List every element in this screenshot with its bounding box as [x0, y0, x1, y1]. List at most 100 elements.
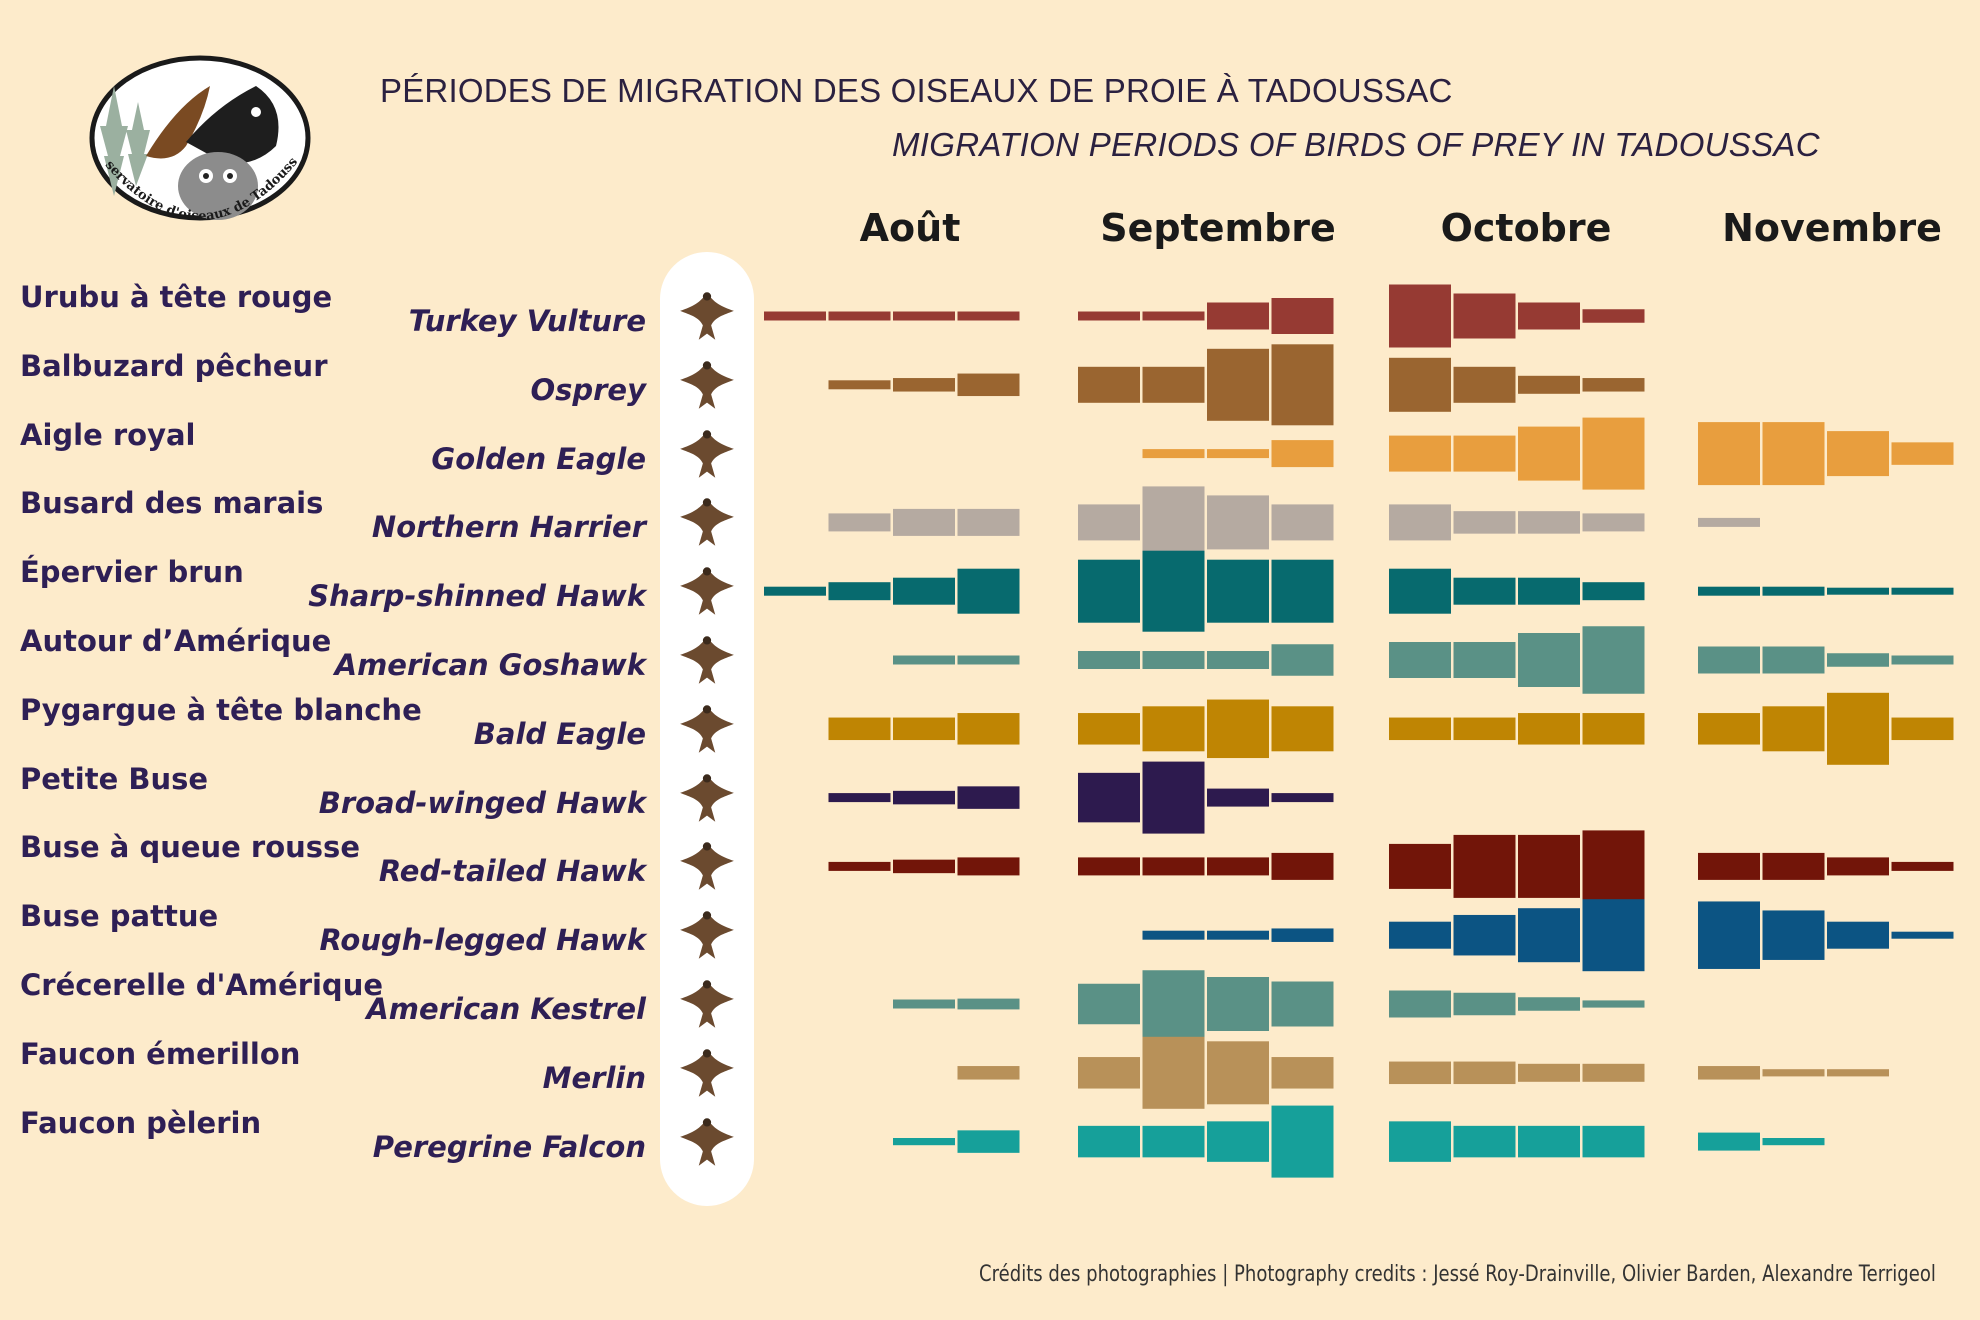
- bar-rough-legged-hawk-septembre-week-4: [1271, 928, 1334, 942]
- bar-bald-eagle-octobre-week-4: [1582, 713, 1645, 745]
- species-name-en-broad-winged-hawk: Broad-winged Hawk: [318, 785, 646, 820]
- bar-peregrine-falcon-septembre-week-2: [1142, 1125, 1205, 1158]
- bar-golden-eagle-novembre-week-4: [1891, 442, 1954, 465]
- bar-northern-harrier-août-week-2: [828, 513, 891, 532]
- bar-red-tailed-hawk-septembre-week-4: [1271, 852, 1334, 880]
- bar-sharp-shinned-hawk-octobre-week-3: [1518, 577, 1580, 605]
- bar-red-tailed-hawk-août-week-3: [893, 859, 955, 874]
- bar-turkey-vulture-août-week-3: [893, 311, 955, 321]
- bar-bald-eagle-septembre-week-3: [1207, 699, 1269, 759]
- species-name-fr-red-tailed-hawk: Buse à queue rousse: [20, 830, 360, 865]
- bar-northern-harrier-septembre-week-1: [1078, 504, 1140, 541]
- bar-bald-eagle-octobre-week-1: [1389, 717, 1451, 741]
- species-name-fr-merlin: Faucon émerillon: [20, 1036, 301, 1071]
- bar-broad-winged-hawk-septembre-week-2: [1142, 761, 1205, 834]
- bar-peregrine-falcon-août-week-3: [893, 1138, 955, 1146]
- bar-american-kestrel-août-week-4: [957, 998, 1020, 1010]
- bar-american-kestrel-septembre-week-1: [1078, 983, 1140, 1025]
- bar-red-tailed-hawk-octobre-week-4: [1582, 830, 1645, 903]
- bar-golden-eagle-octobre-week-4: [1582, 417, 1645, 490]
- bar-red-tailed-hawk-novembre-week-3: [1827, 857, 1889, 876]
- bar-northern-harrier-septembre-week-3: [1207, 495, 1269, 550]
- bar-turkey-vulture-octobre-week-3: [1518, 302, 1580, 330]
- bar-golden-eagle-novembre-week-1: [1698, 422, 1760, 486]
- species-name-fr-turkey-vulture: Urubu à tête rouge: [20, 280, 333, 314]
- bar-bald-eagle-novembre-week-1: [1698, 713, 1760, 745]
- bar-sharp-shinned-hawk-novembre-week-1: [1698, 586, 1760, 596]
- bar-red-tailed-hawk-octobre-week-3: [1518, 834, 1580, 898]
- bar-osprey-août-week-4: [957, 373, 1020, 397]
- species-name-en-merlin: Merlin: [542, 1060, 646, 1095]
- bar-bald-eagle-août-week-2: [828, 717, 891, 741]
- bar-american-goshawk-octobre-week-1: [1389, 642, 1451, 678]
- merlin-icon: [680, 1049, 734, 1097]
- bar-turkey-vulture-août-week-4: [957, 311, 1020, 321]
- species-name-en-american-goshawk: American Goshawk: [334, 648, 646, 682]
- bar-rough-legged-hawk-novembre-week-3: [1827, 921, 1889, 949]
- bar-broad-winged-hawk-septembre-week-4: [1271, 793, 1334, 803]
- bar-northern-harrier-novembre-week-1: [1698, 517, 1760, 527]
- bar-sharp-shinned-hawk-octobre-week-1: [1389, 568, 1451, 614]
- bar-american-goshawk-septembre-week-4: [1271, 644, 1334, 676]
- bar-golden-eagle-novembre-week-3: [1827, 431, 1889, 477]
- bar-osprey-octobre-week-3: [1518, 375, 1580, 394]
- month-label-aout: Août: [859, 206, 961, 250]
- bar-rough-legged-hawk-novembre-week-4: [1891, 931, 1954, 939]
- bar-american-goshawk-novembre-week-3: [1827, 653, 1889, 667]
- species-name-fr-broad-winged-hawk: Petite Buse: [20, 761, 209, 796]
- bar-merlin-septembre-week-2: [1142, 1036, 1205, 1109]
- bar-rough-legged-hawk-septembre-week-3: [1207, 930, 1269, 940]
- chart-title-fr: PÉRIODES DE MIGRATION DES OISEAUX DE PRO…: [380, 72, 1453, 109]
- bar-american-kestrel-septembre-week-2: [1142, 970, 1205, 1038]
- bar-peregrine-falcon-novembre-week-1: [1698, 1132, 1760, 1151]
- bar-merlin-septembre-week-3: [1207, 1041, 1269, 1105]
- bar-northern-harrier-août-week-3: [893, 508, 955, 536]
- american-goshawk-icon: [680, 636, 734, 684]
- bar-rough-legged-hawk-octobre-week-2: [1453, 914, 1516, 956]
- bar-red-tailed-hawk-octobre-week-2: [1453, 834, 1516, 898]
- bar-rough-legged-hawk-octobre-week-3: [1518, 908, 1580, 963]
- species-name-en-golden-eagle: Golden Eagle: [431, 441, 646, 476]
- species-name-en-bald-eagle: Bald Eagle: [473, 716, 646, 751]
- bar-rough-legged-hawk-octobre-week-4: [1582, 899, 1645, 972]
- bar-american-kestrel-septembre-week-4: [1271, 981, 1334, 1027]
- species-name-en-rough-legged-hawk: Rough-legged Hawk: [319, 923, 646, 958]
- bar-american-kestrel-août-week-3: [893, 999, 955, 1009]
- bar-american-goshawk-octobre-week-3: [1518, 633, 1580, 687]
- bar-american-goshawk-août-week-3: [893, 655, 955, 665]
- species-name-fr-northern-harrier: Busard des marais: [20, 486, 324, 521]
- broad-winged-hawk-icon: [680, 773, 734, 822]
- bar-merlin-novembre-week-3: [1827, 1069, 1889, 1077]
- bar-rough-legged-hawk-octobre-week-1: [1389, 921, 1451, 949]
- bar-sharp-shinned-hawk-septembre-week-3: [1207, 559, 1269, 623]
- bar-red-tailed-hawk-novembre-week-2: [1762, 852, 1825, 880]
- bald-eagle-icon: [680, 705, 734, 753]
- bar-osprey-septembre-week-2: [1142, 366, 1205, 403]
- bar-red-tailed-hawk-octobre-week-1: [1389, 843, 1451, 889]
- bar-turkey-vulture-septembre-week-2: [1142, 311, 1205, 321]
- peregrine-falcon-icon: [680, 1117, 734, 1166]
- rough-legged-hawk-icon: [680, 911, 734, 959]
- osprey-icon: [680, 361, 734, 409]
- bar-peregrine-falcon-septembre-week-4: [1271, 1105, 1334, 1178]
- bar-osprey-octobre-week-1: [1389, 357, 1451, 412]
- bar-bald-eagle-octobre-week-2: [1453, 717, 1516, 741]
- bar-northern-harrier-octobre-week-3: [1518, 511, 1580, 534]
- bar-sharp-shinned-hawk-octobre-week-2: [1453, 577, 1516, 605]
- bar-golden-eagle-novembre-week-2: [1762, 422, 1825, 486]
- bar-peregrine-falcon-août-week-4: [957, 1130, 1020, 1153]
- bar-american-kestrel-octobre-week-1: [1389, 990, 1451, 1018]
- bar-merlin-novembre-week-1: [1698, 1066, 1760, 1080]
- northern-harrier-icon: [680, 498, 734, 547]
- bar-merlin-novembre-week-2: [1762, 1069, 1825, 1077]
- bar-bald-eagle-novembre-week-4: [1891, 717, 1954, 741]
- bar-northern-harrier-septembre-week-2: [1142, 486, 1205, 559]
- bar-american-goshawk-août-week-4: [957, 655, 1020, 665]
- bar-turkey-vulture-octobre-week-2: [1453, 293, 1516, 339]
- bar-red-tailed-hawk-septembre-week-1: [1078, 857, 1140, 876]
- bar-american-goshawk-septembre-week-2: [1142, 651, 1205, 669]
- species-name-fr-rough-legged-hawk: Buse pattue: [20, 899, 219, 934]
- bar-turkey-vulture-août-week-2: [828, 311, 891, 321]
- species-name-en-sharp-shinned-hawk: Sharp-shinned Hawk: [308, 579, 646, 614]
- species-name-en-peregrine-falcon: Peregrine Falcon: [372, 1129, 646, 1164]
